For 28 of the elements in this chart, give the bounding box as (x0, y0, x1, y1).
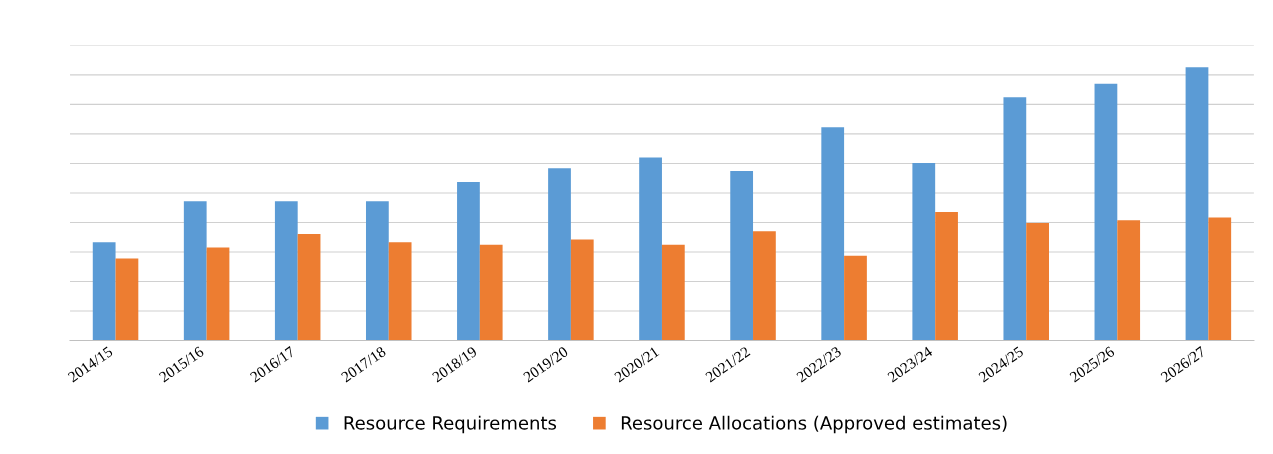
bar (206, 247, 230, 341)
legend-label: Resource Allocations (Approved estimates) (621, 415, 1007, 434)
bar (479, 244, 503, 341)
bar (457, 182, 480, 341)
bar (821, 127, 845, 341)
bar (912, 162, 936, 341)
bar (1003, 97, 1027, 341)
bar (1094, 83, 1118, 341)
bar (730, 171, 754, 341)
bar (844, 255, 867, 341)
bar (570, 239, 594, 341)
bar (1117, 220, 1141, 341)
bar (935, 212, 958, 341)
bar (92, 242, 116, 341)
bar (548, 168, 571, 341)
bar (753, 231, 776, 341)
bar (115, 258, 139, 341)
legend-label: Resource Requirements (344, 415, 557, 434)
bar (297, 233, 321, 341)
bar (1208, 217, 1232, 341)
bar (183, 201, 207, 341)
bar (274, 201, 298, 341)
bar (388, 242, 412, 341)
bar (365, 201, 389, 341)
bar (1026, 223, 1049, 341)
bar (661, 244, 685, 341)
bar (639, 157, 662, 341)
bar (1185, 67, 1209, 341)
